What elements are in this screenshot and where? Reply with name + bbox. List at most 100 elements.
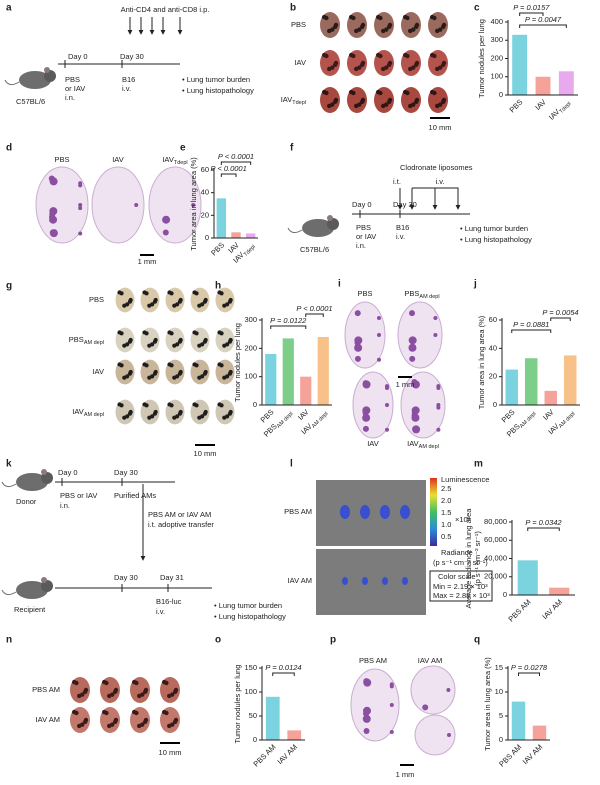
tumor-spot — [143, 719, 148, 724]
category-subscript: Tdepl — [559, 101, 573, 115]
tumor-spot — [119, 291, 124, 296]
p-value: P < 0.0001 — [211, 164, 247, 173]
mouse-ear — [41, 577, 47, 583]
category-subscript: AM depl — [558, 411, 577, 430]
tumor-focus — [376, 315, 381, 320]
tumor-spot — [441, 99, 446, 104]
panel-text: or IAV — [65, 84, 85, 93]
x-tick-label: IAV — [296, 407, 311, 422]
bar — [525, 358, 538, 405]
panel-text: PBS — [65, 75, 80, 84]
category-name: IAV AM — [521, 742, 545, 766]
tumor-focus — [362, 425, 369, 432]
mouse-body — [19, 71, 51, 89]
mouse-tail — [1, 589, 17, 596]
tumor-spot — [200, 414, 205, 419]
panel-text: IAV — [112, 155, 124, 164]
tumor-spot — [194, 363, 199, 368]
tumor-spot — [432, 53, 437, 59]
y-tick-label: 0 — [493, 400, 497, 409]
panel-label: q — [474, 635, 480, 646]
tumor-spot — [125, 374, 130, 379]
panel-label: h — [215, 281, 221, 292]
mouse-body — [16, 581, 48, 599]
tumor-focus — [362, 714, 371, 723]
panel-text: Day 30 — [120, 52, 144, 61]
panel-text: i.n. — [60, 501, 70, 510]
p-value: P = 0.0054 — [542, 308, 578, 317]
y-tick-label: 0 — [205, 233, 209, 242]
panel-label: c — [474, 3, 480, 14]
tumor-spot — [405, 53, 410, 59]
tumor-spot — [119, 363, 124, 368]
tumor-spot — [173, 689, 178, 694]
p-value: P = 0.0342 — [525, 518, 562, 527]
panel-text: PBS AM or IAV AM — [148, 510, 211, 519]
mouse-tail — [287, 227, 303, 234]
tumor-spot — [144, 291, 149, 296]
p-value: P = 0.0157 — [513, 3, 550, 12]
signal — [342, 577, 348, 585]
tumor-spot — [330, 27, 335, 32]
tumor-spot — [170, 722, 175, 727]
panel-text: PBS AM — [284, 507, 312, 516]
bar — [532, 725, 547, 740]
panel-text-main: IAV — [72, 407, 84, 416]
panel-label: n — [6, 635, 12, 646]
panel-text: PBS or IAV — [60, 491, 97, 500]
signal — [382, 577, 388, 585]
panel-text: • Lung histopathology — [460, 235, 532, 244]
category-subscript: AM depl — [519, 411, 538, 430]
bar — [512, 34, 528, 95]
panel-text: Min = 2.19 × 10³ — [433, 582, 488, 591]
x-tick-label: PBS — [209, 240, 226, 257]
tumor-focus — [389, 703, 394, 707]
panel-text: 2.5 — [441, 484, 451, 493]
tumor-focus — [49, 229, 58, 238]
category-name: IAV AM — [275, 742, 299, 766]
p-value: P < 0.0001 — [296, 304, 332, 313]
panel-text: 2.0 — [441, 496, 451, 505]
tumor-focus — [377, 333, 381, 337]
y-tick-label: 40,000 — [484, 553, 507, 562]
tumor-spot — [150, 414, 155, 419]
tumor-focus — [446, 688, 451, 692]
tumor-spot — [74, 710, 79, 716]
bar — [517, 560, 538, 595]
tumor-spot — [127, 339, 133, 344]
tumor-spot — [225, 342, 230, 347]
mouse-tail — [4, 79, 20, 86]
y-tick-label: 5 — [499, 711, 503, 720]
panel-text: 0.5 — [441, 532, 451, 541]
y-axis-label: Average radiance in lung area — [464, 508, 473, 609]
tumor-focus — [363, 710, 370, 717]
tumor-spot — [104, 710, 109, 716]
y-axis-label: Tumor nodules per lung — [233, 323, 242, 402]
panel-text: IAV — [294, 58, 306, 67]
tumor-spot — [152, 339, 158, 344]
y-tick-label: 60 — [201, 165, 209, 174]
y-axis-label: Tumor nodules per lung — [477, 19, 486, 98]
axes — [261, 318, 332, 406]
tumor-spot — [225, 374, 230, 379]
tumor-spot — [202, 299, 208, 304]
tumor-spot — [104, 680, 109, 686]
lung-section — [35, 166, 89, 244]
lung-section — [350, 668, 400, 742]
panel-text: Recipient — [14, 605, 46, 614]
x-tick-label: IAV — [533, 97, 548, 112]
tumor-spot — [324, 53, 329, 59]
tumor-focus — [409, 355, 416, 362]
category-name: PBS AM — [497, 742, 523, 768]
tumor-spot — [378, 15, 383, 21]
tumor-spot — [360, 99, 365, 104]
x-tick-label: PBS — [259, 407, 276, 424]
tumor-spot — [152, 411, 158, 416]
panel-text: or IAV — [356, 232, 376, 241]
panel-text: • Lung histopathology — [214, 612, 286, 621]
bar — [535, 76, 551, 95]
tumor-spot — [202, 411, 208, 416]
panel-text: 10 mm — [194, 449, 217, 458]
y-tick-label: 40 — [201, 188, 209, 197]
tumor-spot — [144, 363, 149, 368]
